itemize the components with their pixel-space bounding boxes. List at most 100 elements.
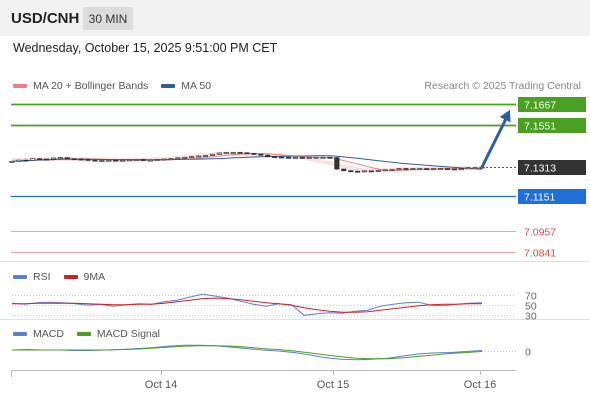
macd-signal-swatch: [76, 332, 91, 336]
candle-body: [389, 169, 395, 171]
candle-body: [120, 159, 126, 162]
candle-body: [334, 157, 340, 170]
candle-body: [126, 159, 133, 162]
candle-body: [410, 168, 416, 170]
candle-body: [196, 155, 202, 158]
candle-body: [9, 161, 15, 163]
rsi-tick-label: 50: [525, 301, 537, 313]
level-tag-resistance: [518, 97, 586, 112]
level-label-pivot: 7.1151: [524, 192, 555, 204]
research-credit: Research © 2025 Trading Central: [424, 80, 581, 92]
rsi-ma-line: [12, 297, 482, 313]
candle-body: [320, 156, 326, 159]
macd-signal-legend-label: MACD Signal: [96, 328, 160, 340]
candle-body: [44, 158, 50, 161]
level-label-resistance: 7.1667: [524, 100, 556, 112]
rsi-tick-label: 70: [525, 291, 537, 303]
candle-body: [306, 157, 312, 159]
macd-legend-label: MACD: [33, 328, 64, 340]
candle-body: [57, 157, 63, 159]
candle-body: [16, 159, 22, 162]
candle-body: [465, 167, 471, 170]
ma20-swatch: [13, 84, 27, 88]
time-axis-label: Oct 16: [464, 379, 496, 391]
candle-body: [341, 168, 347, 172]
price-panel: 7.1667 7.1551 7.1313 7.1151 7.0957 7.0841: [9, 97, 586, 260]
candle-body: [313, 156, 319, 159]
level-label-resistance: 7.1551: [524, 121, 556, 133]
time-axis-label: Oct 15: [317, 379, 349, 391]
candle-body: [458, 168, 464, 171]
rsi-legend: RSI 9MA: [13, 271, 105, 283]
rsi-ma-swatch: [63, 275, 78, 279]
candle-body: [182, 156, 188, 159]
candle-body: [444, 168, 450, 170]
time-axis: Oct 14 Oct 15 Oct 16: [11, 370, 516, 391]
candle-body: [272, 156, 278, 158]
candle-body: [437, 168, 444, 170]
bollinger-band: [12, 151, 482, 173]
candle-body: [285, 156, 292, 159]
macd-panel: 0: [11, 344, 531, 361]
macd-swatch: [13, 332, 27, 336]
candle-body: [140, 159, 146, 161]
forecast-arrow-shaft: [480, 116, 509, 168]
ma20-legend-label: MA 20 + Bollinger Bands: [33, 80, 149, 92]
candle-body: [244, 152, 250, 155]
candle-body: [106, 159, 112, 162]
interval-button[interactable]: 30 MIN: [83, 7, 133, 30]
level-tag-pivot: [518, 189, 586, 204]
macd-tick-label: 0: [525, 347, 531, 359]
candle-body: [78, 158, 84, 161]
candle-body: [424, 168, 430, 170]
candle-body: [23, 159, 29, 162]
candle-body: [189, 156, 195, 158]
current-price-label: 7.1313: [524, 163, 556, 175]
candle-body: [368, 170, 374, 173]
header-bar: USD/CNH 30 MIN: [0, 0, 590, 36]
candle-body: [237, 152, 243, 154]
candle-body: [71, 158, 77, 161]
rsi-line: [11, 293, 483, 316]
candle-body: [92, 159, 98, 162]
candle-body: [113, 159, 119, 162]
candle-body: [361, 170, 368, 173]
candle-body: [396, 168, 402, 170]
candle-body: [431, 168, 437, 171]
level-label-support: 7.0957: [524, 227, 556, 239]
candle-body: [299, 157, 305, 159]
chart-timestamp: Wednesday, October 15, 2025 9:51:00 PM C…: [13, 41, 278, 55]
ma50-swatch: [161, 84, 176, 88]
candle-body: [175, 157, 181, 160]
candle-body: [50, 157, 57, 160]
candle-body: [403, 168, 409, 170]
rsi-ma-legend-label: 9MA: [83, 271, 106, 283]
price-legend: MA 20 + Bollinger Bands MA 50: [13, 80, 211, 92]
candle-body: [451, 168, 457, 171]
candle-body: [292, 157, 298, 159]
rsi-tick-label: 30: [525, 311, 537, 323]
candle-body: [64, 157, 70, 160]
candle-body: [375, 169, 381, 172]
candle-body: [99, 160, 105, 162]
candle-body: [209, 153, 215, 156]
candle-body: [348, 170, 354, 173]
candle-body: [355, 170, 361, 173]
macd-signal-line: [12, 345, 483, 360]
candle-body: [147, 159, 153, 162]
ma50-legend-label: MA 50: [181, 80, 212, 92]
candle-body: [230, 152, 236, 154]
candle-body: [382, 169, 388, 172]
candle-body: [30, 158, 36, 161]
candle-body: [216, 152, 222, 155]
level-label-support: 7.0841: [524, 248, 556, 260]
candle-body: [154, 159, 160, 161]
symbol-title: USD/CNH: [11, 10, 80, 27]
candle-body: [258, 153, 264, 156]
candle-body: [265, 154, 271, 157]
current-price-tag: [518, 160, 586, 175]
candle-body: [327, 156, 333, 159]
candle-body: [133, 159, 139, 161]
